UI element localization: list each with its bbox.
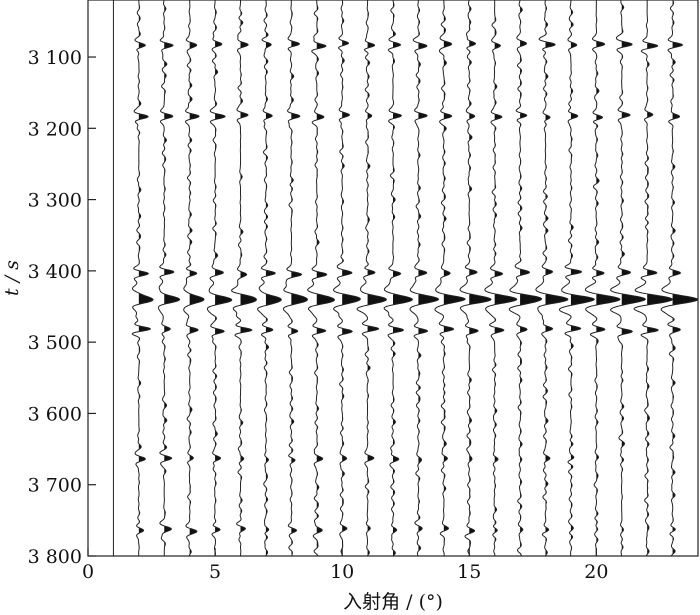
trace-23	[660, 0, 699, 557]
trace-line	[535, 0, 569, 557]
trace-18	[535, 0, 569, 557]
trace-fill	[240, 11, 257, 557]
trace-line	[434, 0, 466, 557]
trace-fill	[520, 7, 542, 556]
y-axis-title: t / s	[1, 260, 23, 296]
trace-line	[231, 0, 257, 557]
trace-fill	[494, 0, 517, 556]
trace-fill	[215, 9, 232, 556]
trace-19	[558, 0, 595, 557]
trace-line	[356, 0, 387, 557]
trace-7	[257, 0, 282, 557]
trace-line	[157, 0, 181, 556]
trace-22	[633, 0, 674, 557]
trace-line	[459, 0, 492, 557]
trace-line	[282, 0, 309, 557]
trace-line	[206, 0, 233, 557]
y-axis: 3 100 3 200 3 300 3 400 3 500 3 600 3 700 3 800	[28, 47, 96, 568]
trace-fill	[367, 10, 387, 556]
x-tick-label: 15	[457, 561, 481, 583]
y-tick-label: 3 200	[28, 118, 82, 140]
trace-12	[383, 0, 413, 557]
trace-15	[459, 0, 492, 557]
y-tick-label: 3 500	[28, 332, 82, 354]
trace-2	[131, 0, 154, 557]
trace-fill	[316, 0, 335, 556]
trace-fill	[291, 10, 308, 556]
trace-fill	[570, 9, 595, 552]
y-tick-label: 3 400	[28, 261, 82, 283]
trace-line	[131, 0, 154, 557]
trace-17	[508, 0, 543, 557]
trace-6	[231, 0, 257, 557]
trace-8	[282, 0, 309, 557]
trace-20	[584, 0, 621, 556]
trace-13	[409, 0, 440, 557]
x-tick-label: 20	[584, 561, 608, 583]
trace-fill	[342, 0, 361, 556]
y-tick-label: 3 600	[28, 403, 82, 425]
trace-fill	[189, 0, 205, 556]
trace-fill	[418, 7, 439, 552]
trace-11	[356, 0, 387, 557]
trace-fill	[469, 6, 491, 557]
trace-21	[610, 0, 646, 557]
trace-3	[157, 0, 181, 557]
trace-fill	[138, 0, 154, 552]
trace-4	[183, 0, 205, 557]
trace-14	[434, 0, 466, 557]
trace-fill	[443, 0, 466, 556]
trace-16	[484, 0, 518, 557]
trace-line	[660, 0, 699, 557]
trace-line	[610, 0, 646, 557]
y-tick-label: 3 700	[28, 475, 82, 497]
trace-fill	[672, 0, 698, 555]
trace-10	[332, 0, 361, 557]
trace-fill	[265, 0, 282, 556]
trace-line	[409, 0, 440, 557]
trace-9	[307, 0, 335, 557]
traces-group	[112, 0, 699, 557]
x-tick-label: 0	[82, 561, 94, 583]
trace-5	[206, 0, 233, 557]
trace-line	[307, 0, 335, 557]
trace-line	[584, 0, 621, 556]
trace-line	[383, 0, 413, 557]
trace-fill	[647, 0, 673, 555]
trace-fill	[545, 5, 568, 556]
trace-line	[484, 0, 518, 557]
trace-line	[508, 0, 543, 557]
trace-line	[332, 0, 361, 557]
y-tick-label: 3 300	[28, 190, 82, 212]
y-tick-label: 3 800	[28, 546, 82, 568]
x-tick-label: 10	[330, 561, 354, 583]
x-axis-title: 入射角 / (°)	[343, 591, 443, 613]
x-axis: 0 5 10 15 20	[82, 548, 608, 583]
trace-line	[257, 0, 282, 557]
trace-line	[633, 0, 674, 557]
trace-fill	[393, 0, 413, 556]
x-tick-label: 5	[209, 561, 221, 583]
y-tick-label: 3 100	[28, 47, 82, 69]
trace-fill	[164, 6, 180, 557]
trace-line	[183, 0, 205, 557]
trace-line	[558, 0, 595, 557]
